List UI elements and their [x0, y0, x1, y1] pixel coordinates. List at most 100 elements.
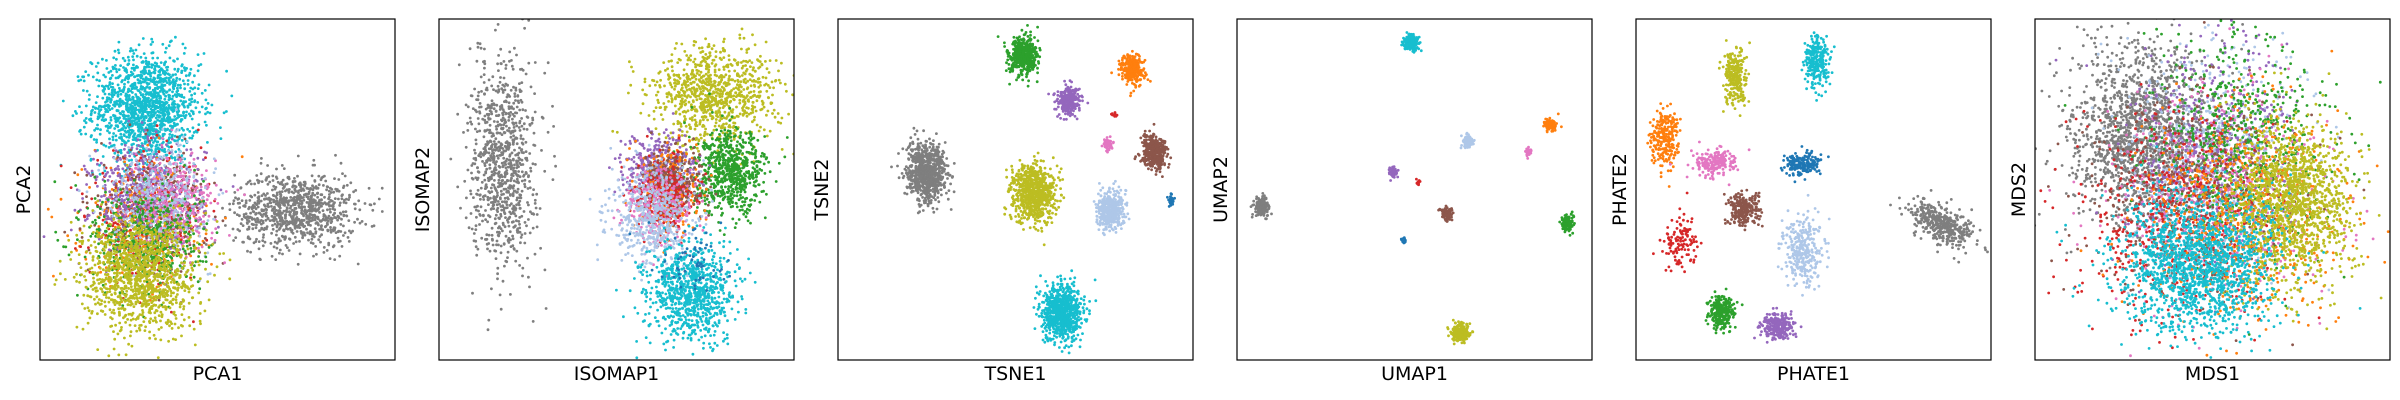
data-point — [142, 162, 145, 166]
data-point — [337, 197, 340, 201]
data-point — [275, 224, 279, 228]
data-point — [283, 199, 287, 202]
data-point — [257, 195, 261, 199]
data-point — [334, 231, 338, 235]
data-point — [147, 114, 151, 117]
data-point — [204, 255, 208, 259]
data-point — [128, 190, 132, 194]
data-point — [205, 169, 208, 173]
data-point — [132, 52, 136, 55]
data-point — [177, 186, 181, 190]
data-point — [298, 206, 301, 209]
data-point — [232, 199, 236, 203]
data-point — [284, 224, 288, 228]
data-point — [136, 74, 139, 78]
data-point — [296, 174, 299, 178]
data-point — [102, 73, 106, 77]
data-point — [167, 79, 171, 82]
data-point — [243, 204, 247, 207]
data-point — [119, 64, 122, 67]
data-point — [119, 228, 123, 232]
data-point — [321, 209, 325, 213]
data-point — [280, 190, 284, 194]
data-point — [121, 139, 124, 142]
data-point — [166, 113, 170, 116]
data-point — [126, 80, 130, 84]
data-point — [141, 144, 145, 148]
data-point — [145, 62, 149, 66]
data-point — [274, 209, 278, 212]
data-point — [261, 221, 265, 225]
data-point — [151, 113, 154, 117]
data-point — [180, 69, 184, 73]
data-point — [121, 194, 125, 198]
data-point — [186, 79, 190, 82]
data-point — [94, 65, 98, 68]
data-point — [161, 195, 165, 199]
data-point — [192, 213, 196, 216]
data-point — [113, 146, 117, 150]
data-point — [196, 87, 200, 90]
data-point — [187, 73, 191, 77]
data-point — [176, 158, 180, 161]
data-point — [282, 209, 286, 213]
data-point — [111, 171, 114, 175]
data-point — [170, 145, 173, 149]
data-point — [102, 251, 106, 255]
data-point — [117, 129, 121, 133]
data-point — [108, 131, 111, 135]
data-point — [280, 224, 283, 228]
data-point — [139, 55, 143, 59]
data-point — [251, 227, 255, 231]
data-point — [130, 73, 134, 77]
data-point — [332, 226, 336, 230]
data-point — [88, 154, 92, 158]
data-point — [186, 184, 190, 188]
data-point — [189, 254, 193, 258]
data-point — [104, 110, 108, 114]
data-point — [168, 118, 172, 122]
data-point — [94, 181, 97, 185]
data-point — [322, 246, 326, 249]
data-point — [216, 202, 220, 205]
data-point — [282, 202, 285, 206]
data-point — [234, 196, 237, 200]
data-point — [123, 68, 127, 72]
data-point — [164, 79, 167, 83]
data-point — [173, 158, 177, 162]
data-point — [174, 130, 178, 133]
data-point — [208, 272, 212, 276]
data-point — [136, 123, 140, 126]
data-point — [332, 229, 335, 233]
data-point — [179, 83, 182, 87]
data-point — [98, 211, 102, 215]
data-point — [166, 107, 170, 111]
data-point — [191, 126, 195, 130]
data-point — [172, 211, 176, 214]
data-point — [126, 209, 130, 213]
data-point — [188, 206, 192, 210]
data-point — [132, 114, 136, 117]
data-point — [126, 77, 130, 81]
data-point — [286, 207, 289, 210]
data-point — [150, 256, 154, 259]
data-point — [174, 225, 178, 229]
data-point — [120, 142, 124, 146]
data-point — [278, 205, 281, 209]
data-point — [160, 148, 164, 152]
data-point — [102, 105, 106, 109]
data-point — [56, 238, 60, 242]
data-point — [293, 187, 297, 191]
data-point — [91, 220, 95, 224]
data-point — [228, 208, 232, 212]
data-point — [110, 88, 114, 92]
data-point — [333, 197, 337, 201]
data-point — [316, 215, 320, 219]
data-point — [308, 188, 312, 191]
data-point — [194, 106, 198, 110]
data-point — [166, 194, 170, 198]
data-point — [196, 101, 200, 104]
data-point — [147, 236, 151, 239]
data-point — [340, 217, 343, 221]
data-point — [239, 186, 243, 190]
